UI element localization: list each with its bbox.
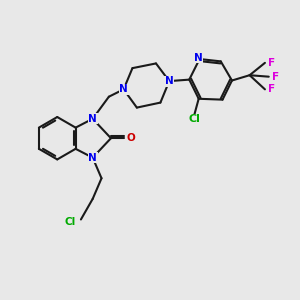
Text: Cl: Cl — [188, 114, 200, 124]
Text: F: F — [268, 58, 275, 68]
Text: F: F — [268, 84, 275, 94]
Text: O: O — [126, 133, 135, 143]
Text: N: N — [119, 84, 128, 94]
Text: N: N — [165, 76, 174, 86]
Text: N: N — [88, 153, 97, 163]
Text: N: N — [194, 52, 203, 62]
Text: F: F — [272, 72, 279, 82]
Text: Cl: Cl — [65, 218, 76, 227]
Text: N: N — [88, 114, 97, 124]
